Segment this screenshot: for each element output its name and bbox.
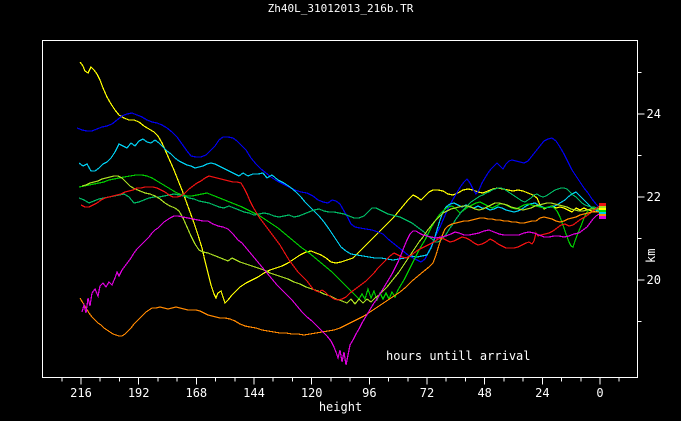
trajectory-green-line bbox=[78, 174, 602, 302]
arrival-marker-segment bbox=[599, 208, 606, 210]
y-tick-label: 24 bbox=[647, 107, 661, 121]
x-tick-label: 192 bbox=[128, 386, 150, 400]
trajectory-cyan-line bbox=[78, 138, 601, 261]
chart-title: Zh40L_31012013_216b.TR bbox=[267, 2, 414, 15]
x-tick-label: 120 bbox=[301, 386, 323, 400]
trajectory-springgreen-line bbox=[78, 187, 601, 243]
x-tick-label: 48 bbox=[477, 386, 491, 400]
y-tick-label: 22 bbox=[647, 190, 661, 204]
plot-frame bbox=[42, 40, 638, 378]
x-tick-label: 0 bbox=[596, 386, 603, 400]
arrival-marker-segment bbox=[599, 214, 606, 216]
x-axis-annotation: hours untill arrival bbox=[386, 349, 531, 363]
y-tick-label: 20 bbox=[647, 273, 661, 287]
arrival-marker-segment bbox=[599, 212, 606, 214]
arrival-marker-segment bbox=[599, 216, 606, 219]
x-tick-label: 24 bbox=[535, 386, 549, 400]
trajectory-blue-line bbox=[76, 112, 602, 263]
x-tick-label: 168 bbox=[185, 386, 207, 400]
trajectory-greenyellow-line bbox=[81, 175, 601, 305]
y-axis-unit-label: km bbox=[644, 248, 658, 263]
x-tick-label: 216 bbox=[70, 386, 92, 400]
trajectory-red-line bbox=[80, 175, 602, 301]
trajectory-orange-line bbox=[79, 211, 601, 337]
trajectory-yellow-line bbox=[79, 61, 602, 305]
x-tick-label: 144 bbox=[243, 386, 265, 400]
x-axis-label: height bbox=[318, 400, 363, 414]
arrival-marker-segment bbox=[599, 206, 606, 208]
arrival-marker-segment bbox=[599, 210, 606, 212]
arrival-marker-segment bbox=[599, 203, 606, 206]
x-tick-label: 72 bbox=[420, 386, 434, 400]
x-tick-label: 96 bbox=[362, 386, 376, 400]
trajectory-magenta-line bbox=[81, 212, 602, 366]
